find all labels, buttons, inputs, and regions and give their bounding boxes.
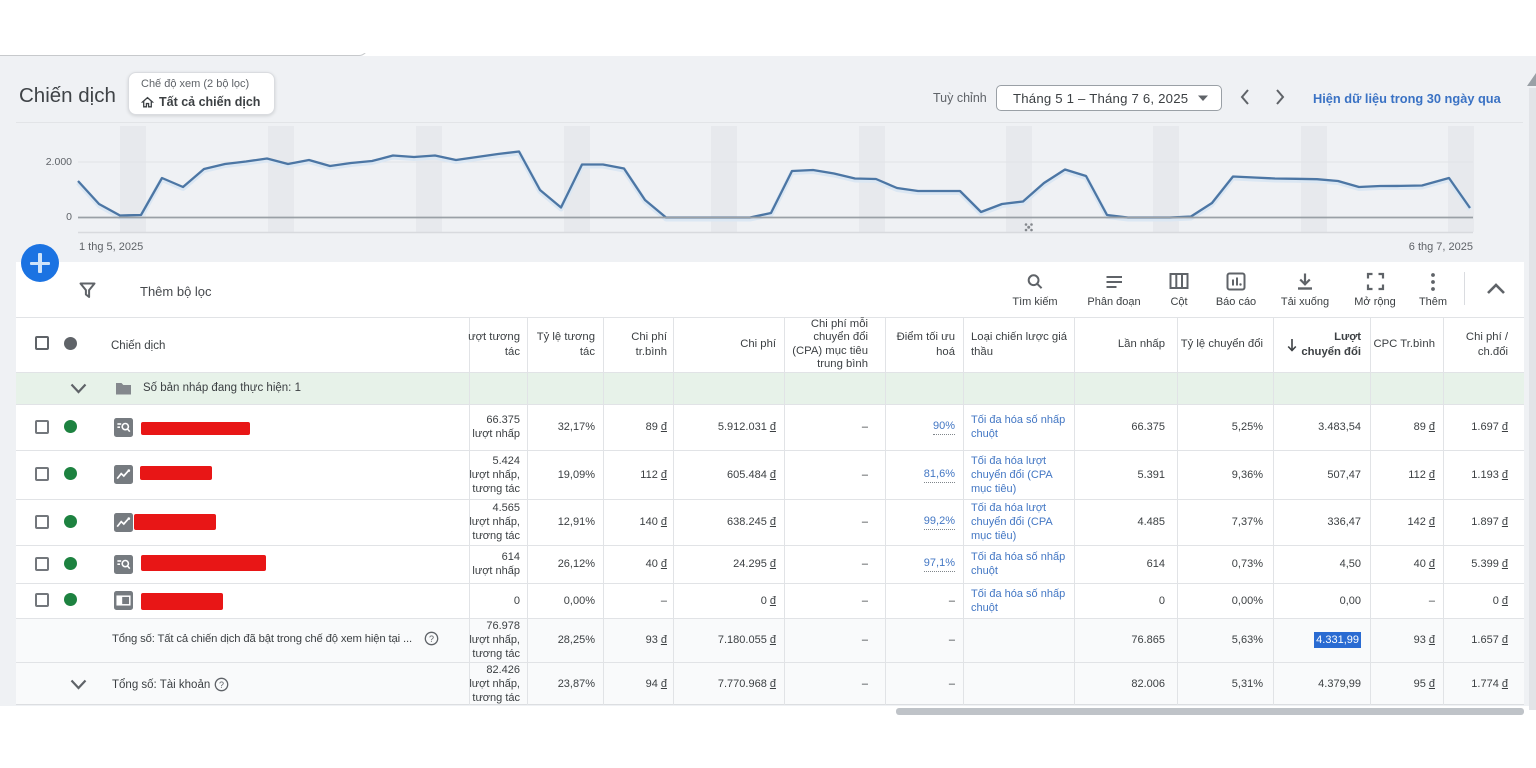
svg-text:?: ?: [219, 680, 224, 690]
svg-text:?: ?: [429, 634, 434, 644]
